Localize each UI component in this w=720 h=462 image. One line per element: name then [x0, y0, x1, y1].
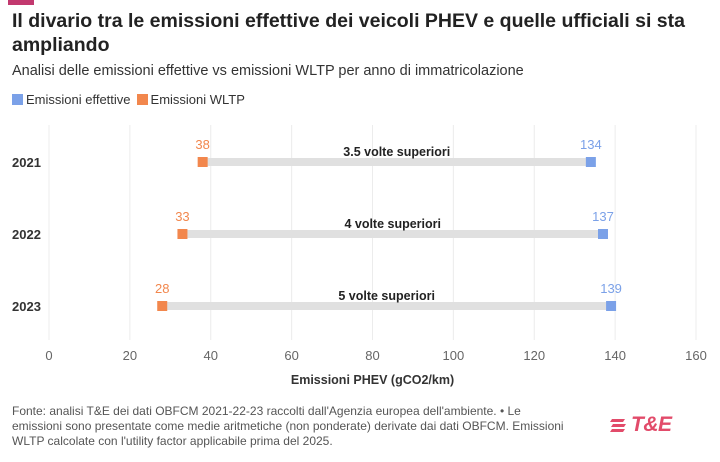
chart-title: Il divario tra le emissioni effettive de…	[12, 10, 685, 56]
legend-swatch-wltp	[136, 94, 148, 105]
effective-data-label: 134	[580, 137, 602, 152]
x-tick-label: 100	[443, 348, 465, 363]
te-logo: T&E	[610, 413, 672, 437]
effective-point	[597, 229, 608, 239]
wltp-data-label: 33	[175, 209, 189, 224]
wltp-data-label: 28	[155, 281, 169, 296]
legend-label-effective: Emissioni effettive	[26, 92, 131, 107]
chart-subtitle: Analisi delle emissioni effettive vs emi…	[12, 63, 524, 79]
wltp-point	[157, 301, 168, 311]
dumbbell-chart: 0 20 40 60 80 100 120 140 160 Emissioni PHEV (gCO…	[12, 125, 707, 387]
y-category-label: 2022	[12, 227, 41, 242]
x-tick-label: 80	[365, 348, 379, 363]
te-logo-mark-icon	[610, 419, 626, 432]
x-tick-label: 140	[604, 348, 626, 363]
legend: Emissioni effettive Emissioni WLTP	[12, 92, 251, 107]
legend-swatch-effective	[12, 94, 23, 105]
wltp-data-label: 38	[195, 137, 209, 152]
x-tick-label: 0	[45, 348, 52, 363]
wltp-point	[197, 157, 208, 167]
legend-item-wltp: Emissioni WLTP	[136, 92, 245, 107]
effective-data-label: 137	[592, 209, 614, 224]
effective-point	[606, 301, 617, 311]
gap-annotation: 3.5 volte superiori	[343, 145, 450, 159]
y-category-label: 2023	[12, 299, 41, 314]
legend-label-wltp: Emissioni WLTP	[150, 92, 245, 107]
brand-accent-bar	[8, 0, 34, 5]
gap-annotation: 4 volte superiori	[344, 217, 441, 231]
x-tick-label: 60	[284, 348, 298, 363]
legend-item-effective: Emissioni effettive	[12, 92, 131, 107]
wltp-point	[177, 229, 188, 239]
x-tick-label: 160	[685, 348, 707, 363]
x-axis-title: Emissioni PHEV (gCO2/km)	[291, 373, 454, 387]
effective-point	[585, 157, 596, 167]
x-tick-label: 120	[523, 348, 545, 363]
x-tick-label: 20	[123, 348, 137, 363]
y-category-label: 2021	[12, 155, 41, 170]
te-logo-text: T&E	[631, 413, 672, 436]
effective-data-label: 139	[600, 281, 622, 296]
source-footnote: Fonte: analisi T&E dei dati OBFCM 2021-2…	[12, 404, 564, 448]
x-tick-label: 40	[204, 348, 218, 363]
gap-annotation: 5 volte superiori	[338, 289, 435, 303]
